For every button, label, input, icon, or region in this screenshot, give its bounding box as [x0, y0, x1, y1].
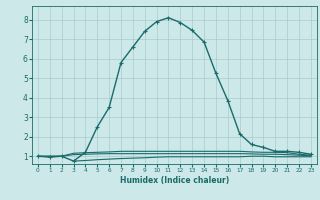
X-axis label: Humidex (Indice chaleur): Humidex (Indice chaleur): [120, 176, 229, 185]
